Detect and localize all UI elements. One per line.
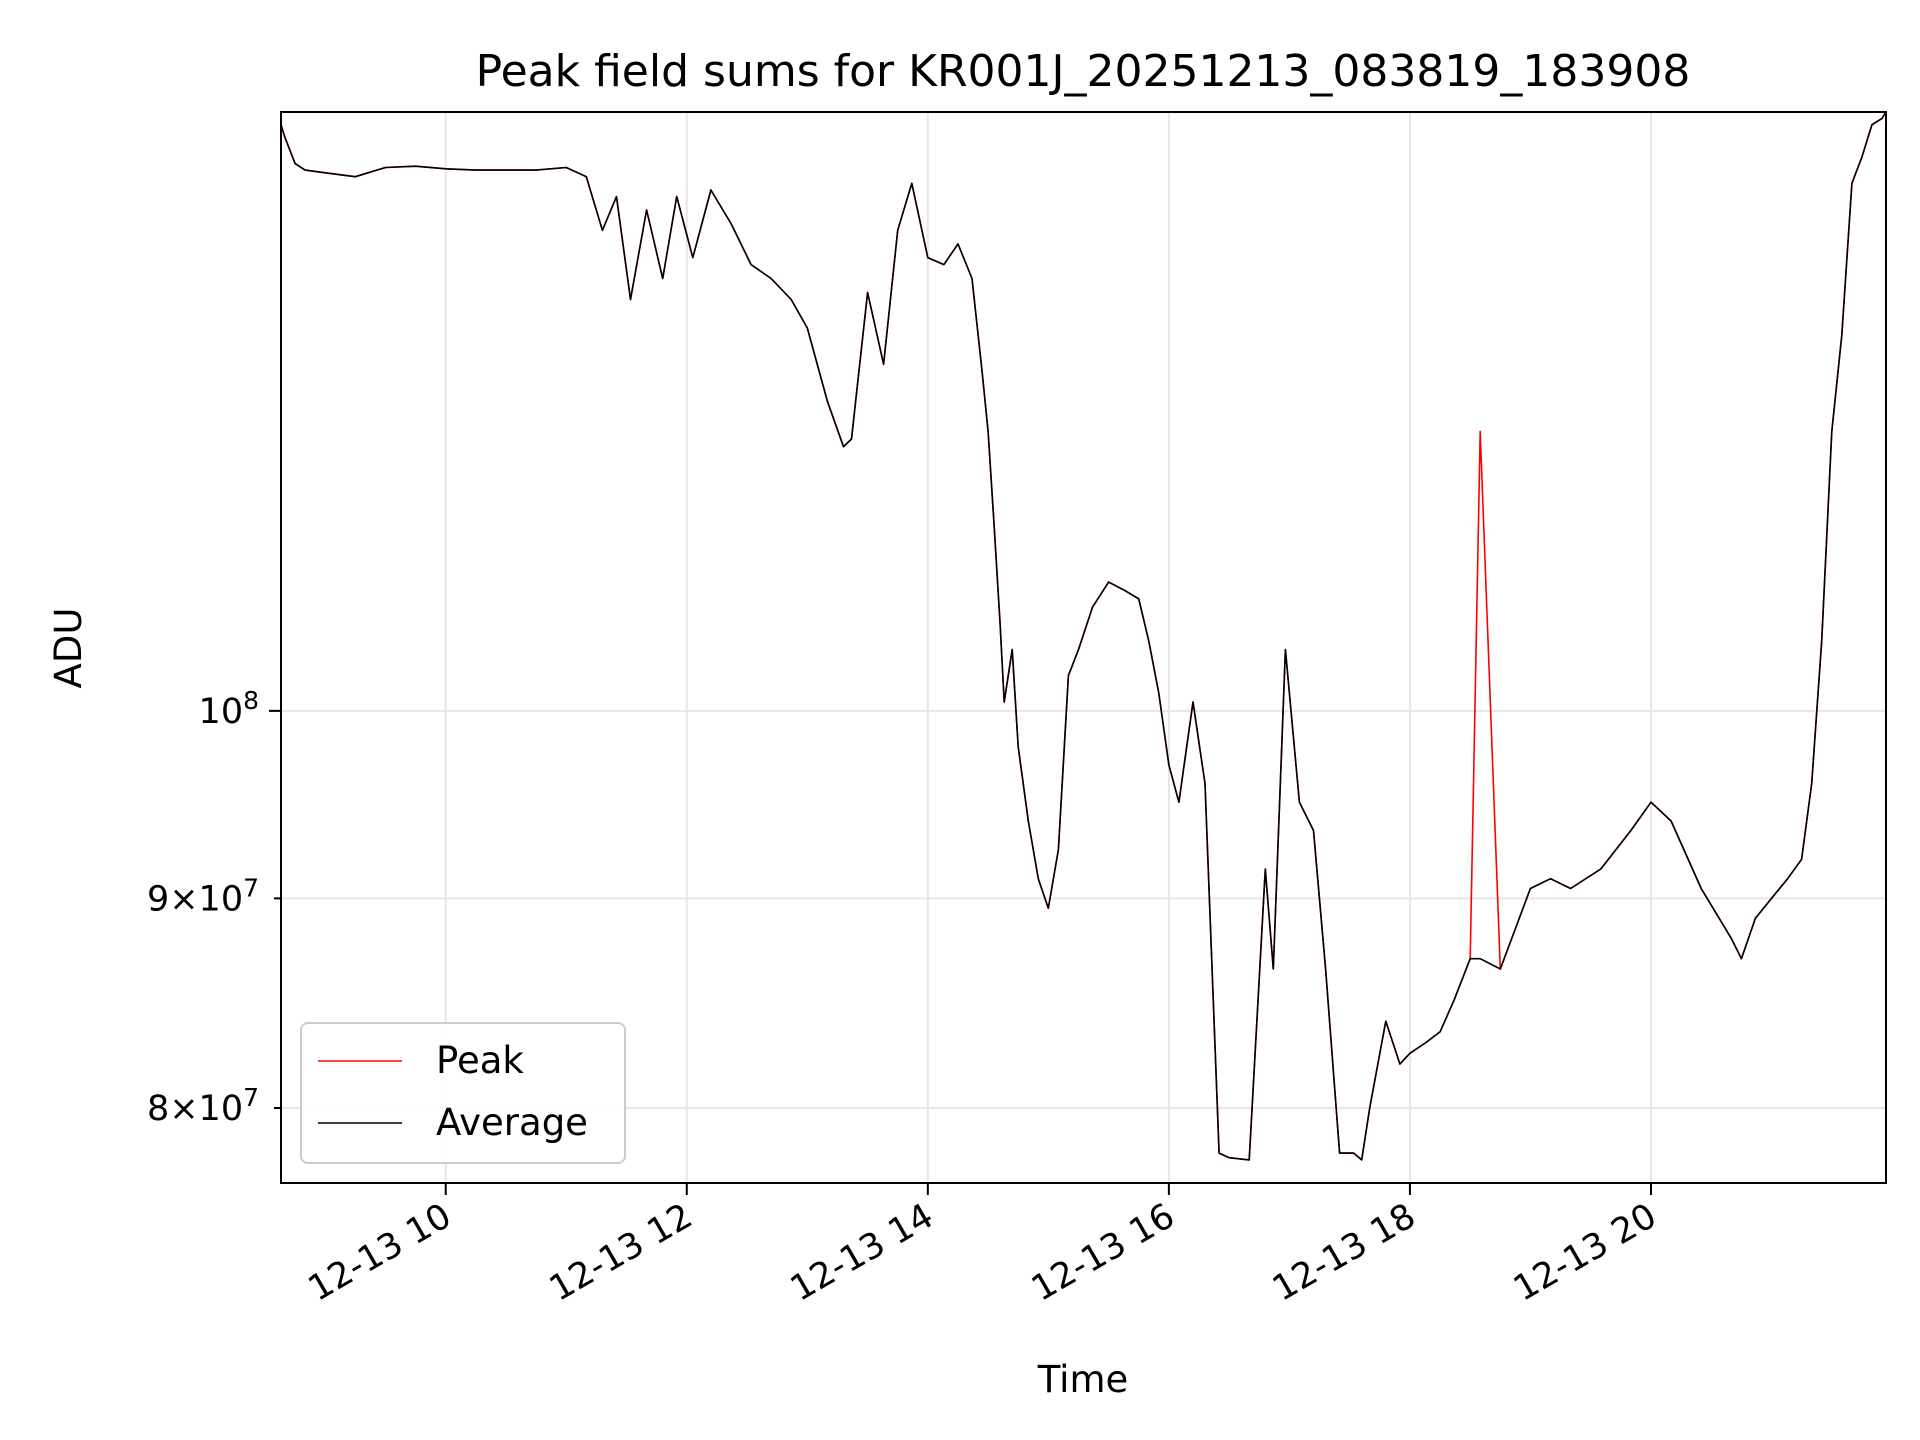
legend-label-average: Average: [436, 1101, 588, 1144]
x-tick-label: 12-13 12: [543, 1196, 699, 1309]
legend-box: [300, 1022, 626, 1164]
y-tick-label: 8×107: [147, 1083, 259, 1130]
x-tick-label: 12-13 16: [1025, 1196, 1181, 1309]
x-tick-label: 12-13 10: [302, 1196, 458, 1309]
x-tick-label: 12-13 14: [784, 1196, 940, 1309]
x-tick-label: 12-13 18: [1266, 1196, 1422, 1309]
x-axis: 12-13 10 12-13 12 12-13 14 12-13 16 12-13 18…: [302, 1183, 1663, 1309]
x-axis-label: Time: [1037, 1358, 1129, 1401]
series-layer: [281, 112, 1886, 1161]
legend-label-peak: Peak: [436, 1039, 524, 1082]
series-line-average: [281, 112, 1886, 1161]
y-tick-label: 9×107: [147, 873, 259, 920]
plot-frame: [280, 111, 1887, 1184]
x-tick-label: 12-13 20: [1507, 1196, 1663, 1309]
y-axis: 8×107 9×107 108: [147, 685, 281, 1129]
legend: Peak Average: [300, 1022, 626, 1164]
y-axis-label: ADU: [47, 608, 90, 689]
chart-title: Peak field sums for KR001J_20251213_0838…: [476, 46, 1691, 97]
y-tick-label: 108: [199, 685, 259, 732]
